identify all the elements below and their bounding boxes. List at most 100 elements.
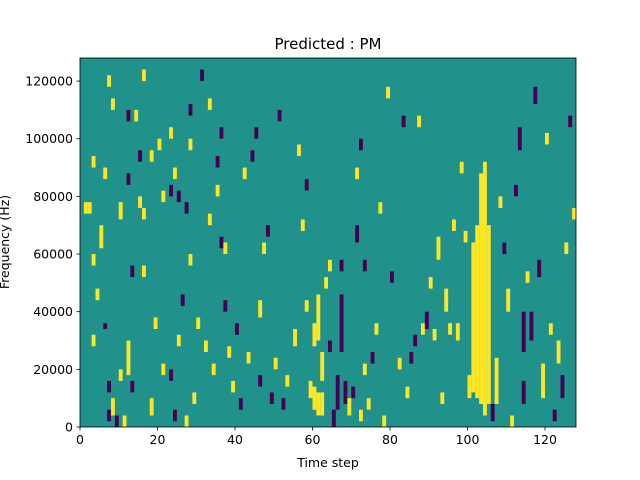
heatmap-cell (521, 380, 526, 404)
heatmap-cell (339, 259, 344, 272)
heatmap-cell (207, 98, 212, 110)
heatmap-cell (374, 323, 379, 335)
x-tick-label: 60 (305, 432, 321, 447)
heatmap-cell (359, 409, 363, 422)
heatmap-cell (405, 386, 410, 399)
heatmap-cell (207, 213, 212, 226)
heatmap-cell (91, 334, 96, 347)
heatmap-cell (413, 334, 418, 347)
heatmap-cell (95, 288, 100, 301)
heatmap-cell (424, 311, 429, 329)
heatmap-cell (157, 138, 162, 151)
heatmap-cell (467, 375, 472, 399)
heatmap-cell (459, 161, 464, 174)
heatmap-cell (223, 300, 228, 312)
heatmap-cell (548, 323, 553, 335)
heatmap-cell (316, 294, 321, 341)
heatmap-cell (126, 109, 131, 122)
heatmap-cell (269, 392, 274, 404)
x-axis-label: Time step (296, 455, 359, 470)
heatmap-cell (355, 167, 360, 180)
heatmap-cell (231, 380, 236, 393)
heatmap-cell (153, 317, 158, 329)
heatmap-cell (87, 202, 92, 214)
heatmap-cell (304, 300, 309, 312)
x-tick-label: 100 (456, 432, 480, 447)
y-tick-label: 0 (65, 420, 73, 435)
heatmap-cell (142, 207, 146, 220)
heatmap-cell (308, 380, 313, 399)
heatmap-cell (386, 86, 391, 99)
heatmap-cell (312, 323, 317, 347)
heatmap-cell (235, 323, 239, 335)
y-tick-label: 100000 (25, 131, 73, 146)
heatmap-cell (176, 190, 181, 203)
heatmap-cell (351, 386, 356, 399)
heatmap-cell (490, 403, 495, 422)
heatmap-cell (114, 415, 119, 427)
heatmap-cell (331, 409, 336, 427)
x-tick-label: 80 (382, 432, 398, 447)
heatmap-cell (161, 190, 166, 203)
heatmap-cell (498, 196, 503, 208)
heatmap-cell (188, 254, 193, 266)
heatmap-cell (293, 328, 298, 347)
heatmap-cell (169, 369, 174, 381)
heatmap-cell (99, 225, 104, 249)
heatmap-cell (502, 242, 507, 255)
heatmap-cell (320, 392, 325, 416)
heatmap-cell (448, 323, 453, 335)
heatmap-cell (180, 294, 185, 306)
heatmap-cell (138, 196, 143, 208)
heatmap-cell (560, 375, 565, 399)
y-tick-label: 120000 (25, 74, 73, 89)
chart-title: Predicted : PM (275, 35, 382, 53)
heatmap-cell (142, 265, 146, 278)
heatmap-cell (219, 127, 224, 139)
heatmap-cell (564, 242, 569, 255)
heatmap-cell (463, 230, 468, 243)
heatmap-cell (409, 352, 414, 364)
heatmap-cell (541, 363, 546, 399)
heatmap-cell (277, 109, 282, 122)
heatmap-cell (266, 225, 270, 237)
heatmap-cell (432, 328, 437, 341)
heatmap-cell (149, 150, 154, 162)
heatmap-cell (525, 271, 530, 283)
y-axis-ticks: 0 20000 40000 60000 80000 100000 120000 (25, 74, 80, 435)
heatmap-cell (428, 277, 433, 289)
heatmap-cell (246, 352, 251, 364)
heatmap-cell (521, 311, 526, 353)
heatmap-cell (285, 375, 290, 387)
heatmap-cell (506, 288, 511, 312)
heatmap-cell (118, 202, 123, 220)
heatmap-cell (161, 363, 166, 376)
heatmap-cell (475, 225, 480, 399)
heatmap-cell (486, 225, 491, 404)
heatmap-cell (397, 357, 402, 370)
heatmap-cell (436, 236, 441, 260)
heatmap-cell (184, 202, 189, 214)
heatmap-cell (273, 357, 278, 370)
heatmap-cell (238, 398, 243, 410)
heatmap-cell (370, 352, 375, 364)
heatmap-cell (359, 138, 363, 151)
x-tick-label: 0 (76, 432, 84, 447)
heatmap-cell (300, 219, 305, 231)
heatmap-cell (390, 271, 394, 283)
heatmap-cell (545, 132, 549, 145)
heatmap-cell (83, 202, 88, 214)
heatmap-cell (215, 184, 220, 197)
heatmap-cell (188, 104, 193, 116)
heatmap-cell (297, 144, 301, 157)
plot-area (79, 57, 577, 428)
heatmap-background (80, 58, 576, 427)
heatmap-cell (510, 415, 515, 427)
heatmap-cell (514, 184, 518, 197)
heatmap-cell (169, 127, 174, 139)
heatmap-cell (258, 300, 263, 318)
heatmap-cell (91, 156, 96, 168)
heatmap-cell (568, 115, 573, 128)
heatmap-cell (200, 69, 205, 82)
heatmap-cell (262, 242, 267, 255)
